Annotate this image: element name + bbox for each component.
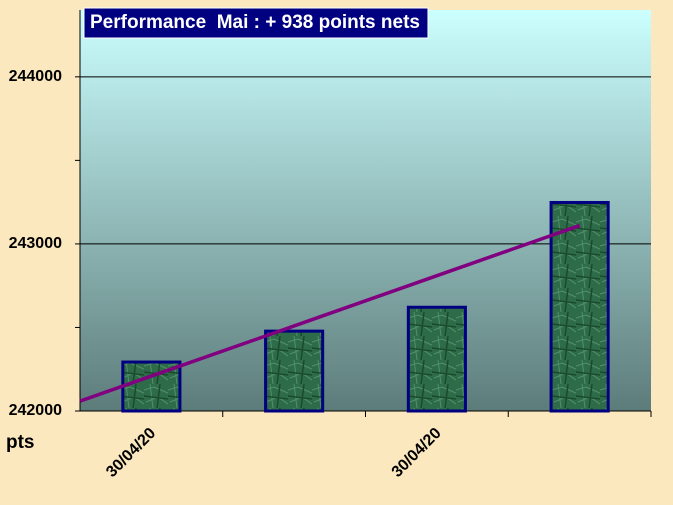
bar — [549, 200, 610, 413]
y-tick-label: 244000 — [9, 68, 62, 85]
bar — [264, 329, 325, 413]
trend-line — [79, 223, 581, 403]
chart-title: Performance Mai : + 938 points nets — [90, 12, 420, 33]
y-tick-label: 242000 — [9, 402, 62, 419]
y-axis-label: pts — [6, 432, 35, 453]
y-tick-label: 243000 — [9, 235, 62, 252]
title-box — [83, 7, 429, 39]
bar — [406, 305, 467, 413]
